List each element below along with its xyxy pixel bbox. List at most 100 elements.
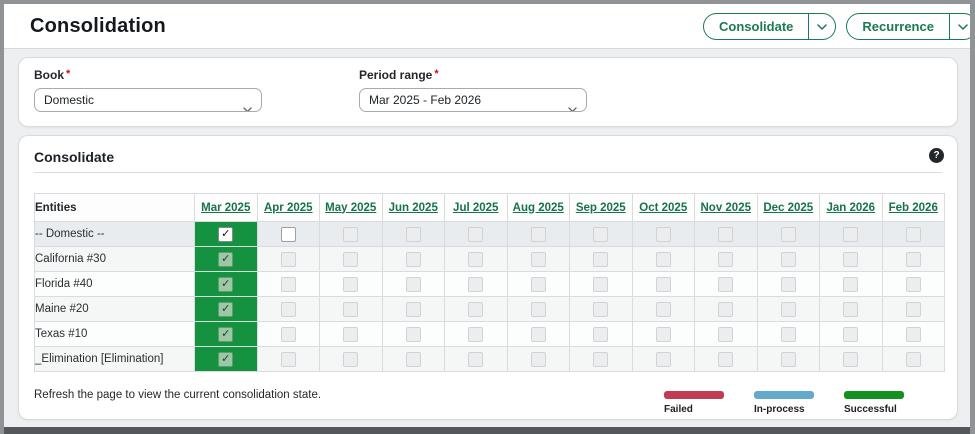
period-cell (694, 221, 758, 247)
period-cell (756, 321, 820, 347)
month-column-link[interactable]: Apr 2025 (263, 201, 313, 214)
period-cell (444, 246, 508, 272)
consolidation-checkbox (530, 226, 546, 242)
consolidation-checkbox[interactable] (280, 226, 296, 242)
month-column-header: Feb 2026 (881, 193, 945, 222)
month-column-header: Jun 2025 (381, 193, 445, 222)
period-cell (506, 271, 570, 297)
header-actions: Consolidate Recurrence M (703, 13, 970, 40)
month-column-header: Mar 2025 (194, 193, 258, 222)
refresh-note: Refresh the page to view the current con… (34, 389, 322, 401)
chevron-down-icon[interactable] (808, 14, 835, 39)
chevron-down-icon (243, 98, 252, 111)
consolidation-checkbox (905, 351, 921, 367)
period-range-select[interactable]: Mar 2025 - Feb 2026 (359, 88, 587, 112)
consolidation-checkbox (280, 326, 296, 342)
help-icon[interactable]: ? (929, 148, 944, 163)
consolidation-checkbox (343, 301, 359, 317)
month-column-link[interactable]: Jan 2026 (826, 201, 876, 214)
consolidation-checkbox (218, 351, 234, 367)
period-cell (694, 246, 758, 272)
month-column-link[interactable]: Mar 2025 (201, 201, 251, 214)
consolidation-checkbox (530, 276, 546, 292)
period-cell (256, 346, 320, 372)
consolidation-checkbox (405, 276, 421, 292)
period-cell (381, 271, 445, 297)
month-column-link[interactable]: Oct 2025 (639, 201, 688, 214)
period-cell (319, 246, 383, 272)
consolidation-checkbox (905, 301, 921, 317)
consolidation-checkbox (405, 301, 421, 317)
consolidation-checkbox (718, 226, 734, 242)
table-row: California #30 (34, 246, 945, 272)
period-cell (881, 271, 945, 297)
consolidation-checkbox (405, 226, 421, 242)
month-column-header: Jan 2026 (819, 193, 883, 222)
consolidation-checkbox (280, 251, 296, 267)
legend-color-bar (844, 391, 904, 399)
consolidation-checkbox (343, 276, 359, 292)
month-column-link[interactable]: May 2025 (325, 201, 377, 214)
book-select[interactable]: Domestic (34, 88, 262, 112)
consolidation-checkbox (655, 251, 671, 267)
consolidation-checkbox (593, 226, 609, 242)
consolidate-button-label[interactable]: Consolidate (719, 19, 794, 34)
consolidation-checkbox (218, 251, 234, 267)
period-cell (569, 221, 633, 247)
consolidation-checkbox (593, 326, 609, 342)
period-cell (694, 296, 758, 322)
month-column-header: Apr 2025 (256, 193, 320, 222)
month-column-link[interactable]: Dec 2025 (763, 201, 814, 214)
consolidation-checkbox (905, 276, 921, 292)
consolidation-checkbox (468, 276, 484, 292)
month-column-header: May 2025 (319, 193, 383, 222)
month-column-header: Sep 2025 (569, 193, 633, 222)
period-cell (881, 221, 945, 247)
period-cell (819, 321, 883, 347)
consolidation-checkbox (718, 351, 734, 367)
period-cell (256, 271, 320, 297)
period-cell (256, 296, 320, 322)
chevron-down-icon (568, 98, 577, 111)
recurrence-button-label[interactable]: Recurrence (862, 19, 934, 34)
entities-column-header: Entities (34, 193, 195, 222)
month-column-link[interactable]: Jul 2025 (453, 201, 499, 214)
consolidation-checkbox (843, 226, 859, 242)
period-cell (756, 271, 820, 297)
period-cell (756, 246, 820, 272)
period-cell (319, 346, 383, 372)
period-cell (194, 221, 258, 247)
consolidation-checkbox (655, 326, 671, 342)
entity-name: Texas #10 (34, 321, 195, 347)
chevron-down-icon[interactable] (948, 14, 970, 39)
consolidation-checkbox (530, 251, 546, 267)
book-select-value: Domestic (44, 93, 95, 107)
section-title: Consolidate (34, 149, 115, 165)
consolidation-checkbox (780, 326, 796, 342)
consolidation-checkbox (280, 301, 296, 317)
month-column-header: Dec 2025 (756, 193, 820, 222)
consolidation-checkbox (218, 326, 234, 342)
period-cell (194, 246, 258, 272)
month-column-link[interactable]: Feb 2026 (888, 201, 938, 214)
consolidation-checkbox (468, 251, 484, 267)
period-cell (256, 221, 320, 247)
table-row: Florida #40 (34, 271, 945, 297)
consolidation-checkbox (468, 326, 484, 342)
period-cell (631, 271, 695, 297)
month-column-link[interactable]: Sep 2025 (575, 201, 626, 214)
filters-card: Book * Domestic Period range * Mar 2025 - … (18, 57, 958, 127)
period-cell (256, 246, 320, 272)
table-row: Maine #20 (34, 296, 945, 322)
recurrence-button[interactable]: Recurrence (846, 13, 970, 40)
month-column-link[interactable]: Jun 2025 (388, 201, 438, 214)
period-cell (881, 321, 945, 347)
entity-name: -- Domestic -- (34, 221, 195, 247)
month-column-link[interactable]: Nov 2025 (700, 201, 751, 214)
consolidation-checkbox[interactable] (218, 226, 234, 242)
consolidation-checkbox (280, 351, 296, 367)
month-column-link[interactable]: Aug 2025 (512, 201, 564, 214)
period-cell (381, 246, 445, 272)
consolidate-button[interactable]: Consolidate (703, 13, 837, 40)
